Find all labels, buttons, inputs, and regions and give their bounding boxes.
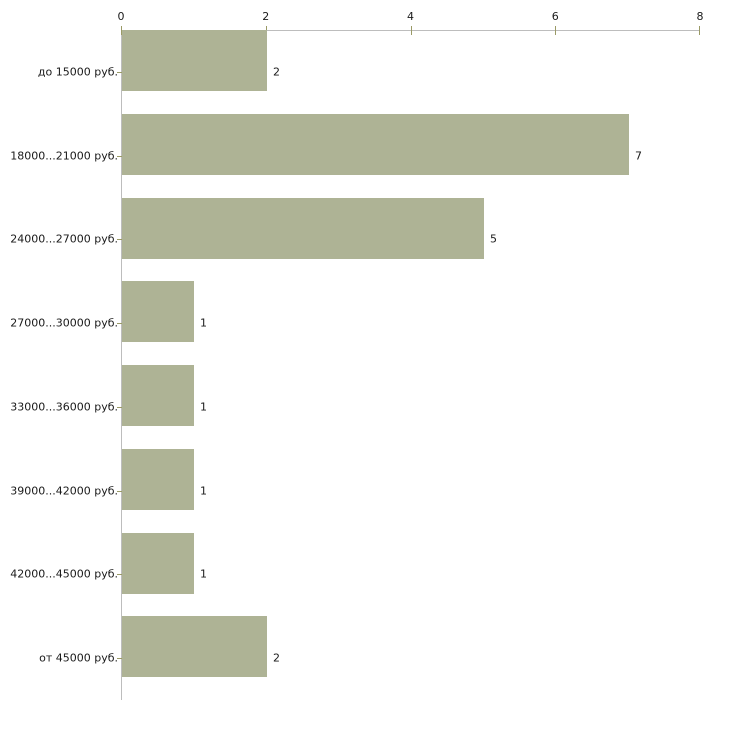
bar-value-label: 7 — [635, 149, 642, 163]
bar[interactable] — [122, 365, 194, 426]
bar-value-label: 5 — [490, 232, 497, 246]
category-label: 42000...45000 руб. — [10, 567, 118, 581]
bar[interactable] — [122, 449, 194, 510]
category-label: 33000...36000 руб. — [10, 400, 118, 414]
category-label: 24000...27000 руб. — [10, 232, 118, 246]
bar-value-label: 1 — [200, 316, 207, 330]
x-axis-tick-label: 8 — [696, 10, 704, 23]
bar[interactable] — [122, 198, 484, 259]
y-axis-tick — [117, 156, 122, 157]
category-label: 39000...42000 руб. — [10, 484, 118, 498]
x-axis-tick — [699, 26, 700, 35]
y-axis-tick — [117, 658, 122, 659]
bar-value-label: 1 — [200, 484, 207, 498]
category-label: от 45000 руб. — [39, 651, 118, 665]
category-label: 27000...30000 руб. — [10, 316, 118, 330]
bar[interactable] — [122, 533, 194, 594]
category-label: 18000...21000 руб. — [10, 149, 118, 163]
y-axis-line — [121, 30, 122, 700]
y-axis-tick — [117, 323, 122, 324]
bar[interactable] — [122, 616, 267, 677]
y-axis-tick — [117, 239, 122, 240]
x-axis-tick — [410, 26, 412, 35]
bar[interactable] — [122, 30, 267, 91]
x-axis-tick-label: 4 — [407, 10, 414, 23]
x-axis-tick-label: 6 — [551, 10, 559, 23]
bar-value-label: 2 — [273, 65, 280, 79]
x-axis-tick-label: 0 — [117, 10, 125, 23]
bar[interactable] — [122, 114, 629, 175]
bar-value-label: 1 — [200, 400, 207, 414]
y-axis-tick — [117, 407, 122, 408]
x-axis-tick — [121, 26, 122, 35]
bar-value-label: 2 — [273, 651, 280, 665]
category-label: до 15000 руб. — [37, 65, 118, 79]
y-axis-tick — [117, 574, 122, 575]
bar-value-label: 1 — [200, 567, 207, 581]
y-axis-tick — [117, 491, 122, 492]
y-axis-tick — [117, 72, 122, 73]
bar[interactable] — [122, 281, 194, 342]
x-axis-tick-label: 2 — [262, 10, 270, 23]
x-axis-tick — [555, 26, 557, 35]
